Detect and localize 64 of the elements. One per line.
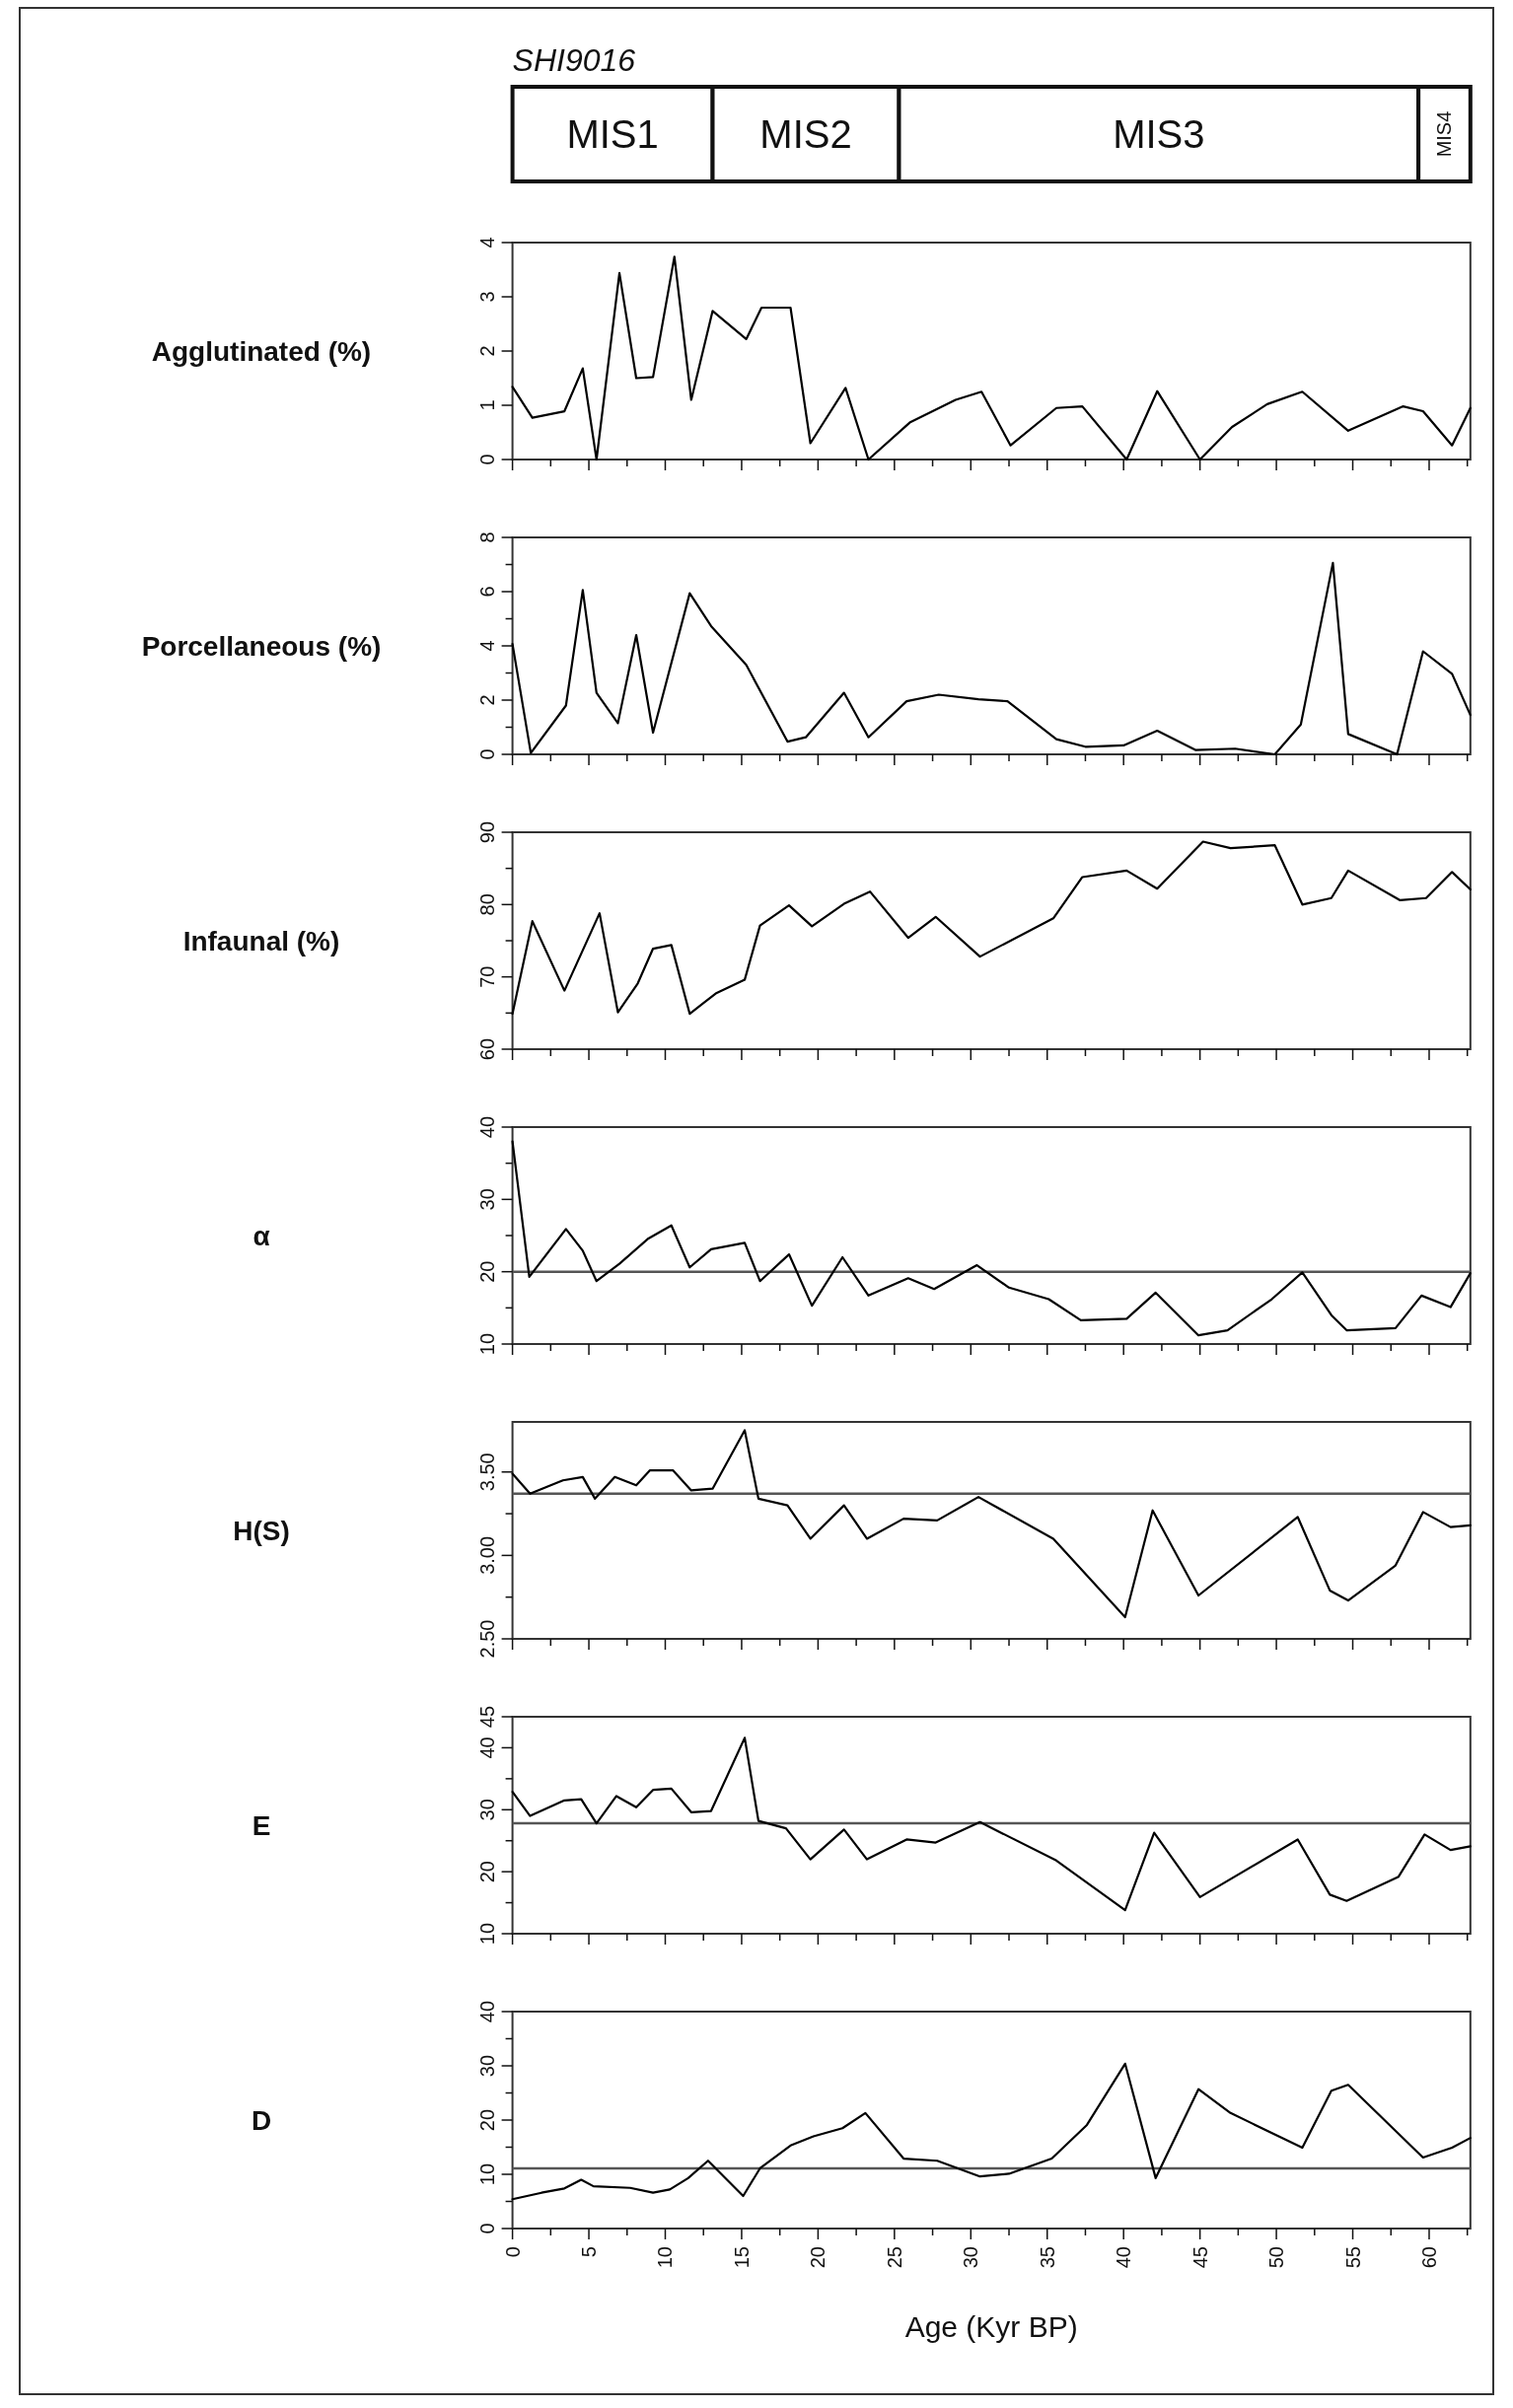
x-tick-label: 0	[501, 2246, 524, 2258]
y-tick-label: 45	[475, 1705, 498, 1729]
series-label: MIS4	[1433, 110, 1456, 158]
line-series	[511, 561, 1472, 756]
line-series	[511, 1429, 1472, 1619]
y-axis-title: Agglutinated (%)	[151, 335, 372, 367]
y-tick-label: 20	[475, 2108, 498, 2132]
x-tick-label: 55	[1341, 2246, 1364, 2269]
y-tick-label: 40	[475, 1736, 498, 1759]
x-tick-label: 40	[1113, 2246, 1135, 2269]
y-tick-label: 40	[475, 2000, 498, 2023]
y-tick-label: 60	[475, 1037, 498, 1061]
y-tick-label: 30	[475, 2054, 498, 2078]
x-tick-label: 10	[654, 2246, 677, 2269]
y-tick-label: 90	[475, 820, 498, 844]
line-series	[511, 1736, 1472, 1912]
y-tick-label: 80	[475, 893, 498, 916]
y-tick-label: 0	[475, 2223, 498, 2234]
x-tick-label: 5	[578, 2246, 601, 2258]
y-tick-label: 40	[475, 1115, 498, 1139]
series-label: MIS2	[759, 112, 852, 156]
y-axis-title: E	[252, 1809, 271, 1841]
y-tick-label: 2	[475, 345, 498, 357]
y-tick-label: 6	[475, 586, 498, 598]
y-tick-label: 3	[475, 291, 498, 303]
y-tick-label: 2.50	[475, 1619, 498, 1659]
y-tick-label: 30	[475, 1188, 498, 1211]
y-tick-label: 10	[475, 1922, 498, 1946]
y-tick-label: 30	[475, 1799, 498, 1821]
y-tick-label: 8	[475, 531, 498, 543]
y-tick-label: 10	[475, 2162, 498, 2186]
y-axis-title: Infaunal (%)	[182, 925, 340, 956]
y-axis-title: D	[251, 2104, 272, 2136]
y-tick-label: 0	[475, 454, 498, 465]
y-tick-label: 10	[475, 1332, 498, 1356]
line-series	[511, 1140, 1472, 1337]
x-tick-label: 60	[1417, 2246, 1440, 2269]
x-tick-label: 50	[1265, 2246, 1288, 2269]
y-tick-label: 20	[475, 1260, 498, 1283]
line-series	[511, 255, 1472, 461]
x-tick-label: 15	[730, 2246, 753, 2269]
y-tick-label: 1	[475, 399, 498, 411]
x-tick-label: 20	[807, 2246, 829, 2269]
chart-title: SHI9016	[512, 42, 636, 78]
series-label: MIS3	[1113, 112, 1205, 156]
y-axis-title: Porcellaneous (%)	[141, 630, 382, 662]
y-axis-title: H(S)	[233, 1515, 290, 1546]
y-tick-label: 3.00	[475, 1535, 498, 1575]
y-tick-label: 2	[475, 694, 498, 706]
x-tick-label: 45	[1189, 2246, 1211, 2269]
x-tick-label: 30	[960, 2246, 982, 2269]
y-tick-label: 70	[475, 965, 498, 988]
line-series	[511, 2062, 1472, 2201]
y-tick-label: 20	[475, 1861, 498, 1883]
line-series	[511, 840, 1472, 1016]
x-tick-label: 25	[883, 2246, 905, 2269]
y-axis-title: α	[252, 1220, 270, 1251]
y-tick-label: 4	[475, 237, 498, 248]
y-tick-label: 0	[475, 748, 498, 760]
x-tick-label: 35	[1036, 2246, 1058, 2269]
y-tick-label: 3.50	[475, 1452, 498, 1492]
series-label: MIS1	[566, 112, 659, 156]
y-tick-label: 4	[475, 640, 498, 652]
x-axis-title: Age (Kyr BP)	[904, 2310, 1078, 2343]
